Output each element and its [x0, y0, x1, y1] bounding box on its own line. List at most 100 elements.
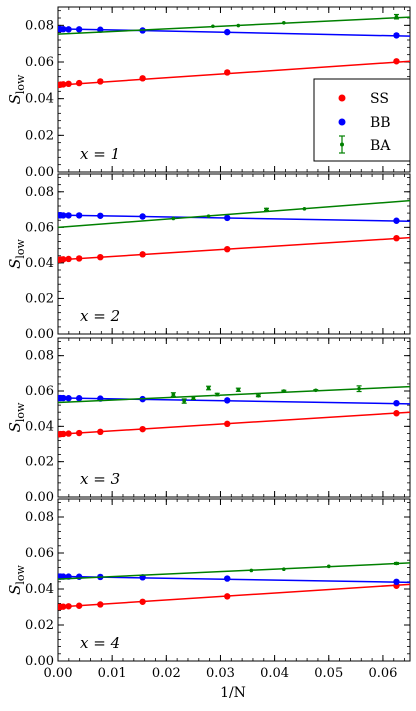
data-point-ss: [393, 58, 400, 65]
panel-frame: [57, 337, 411, 498]
data-point-ss: [139, 251, 146, 258]
panel-1: 0.00 0.02 0.04 0.06 0.08 Slow x = 1: [6, 6, 411, 180]
data-point-ss: [139, 598, 146, 605]
data-point-ss: [97, 78, 104, 85]
data-point-ba: [264, 207, 269, 212]
y-tick-label: 0.04: [25, 92, 54, 107]
y-axis-label-sub: low: [14, 402, 27, 422]
x-tick-label: 0.02: [152, 666, 181, 681]
data-point-bb: [393, 32, 400, 39]
fit-line-ba: [58, 385, 410, 404]
data-point-ss: [139, 75, 146, 82]
data-point-ba: [211, 24, 215, 29]
data-point-bb: [393, 399, 400, 407]
data-point-ss: [75, 79, 83, 87]
fit-line-ss: [58, 583, 410, 608]
y-tick-label: 0.08: [25, 510, 54, 525]
panel-label: x = 2: [80, 307, 120, 325]
data-point-bb: [224, 214, 231, 222]
data-point-ss: [97, 601, 104, 608]
fit-line-ss: [58, 60, 410, 86]
data-point-bb: [224, 575, 231, 582]
data-point-bb: [75, 573, 83, 580]
legend-marker-ba: [340, 142, 344, 147]
data-point-ss: [75, 255, 83, 262]
y-tick-label: 0.06: [25, 546, 54, 561]
data-point-ba: [302, 207, 307, 211]
legend-box: [313, 78, 411, 162]
y-tick-label: 0.02: [25, 128, 54, 143]
panel-frame: [57, 173, 411, 335]
y-axis-label-main: S: [6, 259, 24, 269]
x-tick-label: 0.06: [368, 666, 397, 681]
y-axis-label: Slow: [6, 239, 27, 269]
y-axis-label-main: S: [6, 94, 24, 104]
fit-line-bb: [58, 28, 410, 37]
y-tick-label: 0.02: [25, 291, 54, 306]
data-point-bb: [75, 212, 83, 219]
data-point-ba: [171, 392, 176, 397]
data-point-ba: [236, 387, 241, 392]
y-tick-label: 0.08: [25, 185, 54, 200]
data-point-bb: [60, 25, 67, 33]
y-axis-label: Slow: [6, 565, 27, 595]
x-tick-label: 0.04: [260, 666, 289, 681]
y-tick-label: 0.06: [25, 384, 54, 399]
legend-label-ss: SS: [370, 91, 389, 107]
data-point-bb: [224, 397, 231, 404]
x-axis-label: 1/N: [220, 685, 246, 701]
fit-line-bb: [58, 575, 410, 584]
data-point-bb: [65, 26, 72, 33]
panel-data: [58, 13, 410, 89]
y-tick-label: 0.04: [25, 419, 54, 434]
y-tick-label: 0.00: [25, 654, 54, 669]
y-tick-label: 0.02: [25, 455, 54, 470]
data-point-ss: [65, 255, 72, 263]
y-tick-label: 0.06: [25, 55, 54, 70]
fit-line-ba: [58, 562, 410, 580]
data-point-ss: [224, 593, 231, 600]
x-tick-label: 0.05: [314, 666, 343, 681]
data-point-ss: [65, 603, 72, 610]
x-tick-label: 0.00: [44, 666, 73, 681]
data-point-ss: [65, 430, 72, 437]
legend-marker-bb: [338, 118, 346, 126]
legend: SS BB BA: [313, 78, 411, 162]
y-axis-label-sub: low: [14, 74, 27, 94]
data-point-ss: [65, 80, 72, 88]
y-axis-label-sub: low: [14, 565, 27, 585]
data-point-bb: [65, 395, 72, 402]
data-point-ba: [236, 23, 241, 28]
data-point-ba: [357, 386, 361, 391]
legend-marker-ss: [338, 94, 346, 102]
data-point-bb: [139, 213, 146, 220]
fit-line-ba: [58, 199, 410, 229]
panel-label: x = 4: [80, 634, 120, 652]
data-point-ba: [171, 216, 176, 221]
data-point-bb: [60, 212, 67, 219]
y-tick-label: 0.08: [25, 18, 54, 33]
panel-3: 0.00 0.02 0.04 0.06 0.08 Slow x = 3: [6, 337, 411, 505]
data-point-ba: [394, 14, 399, 19]
fit-line-ss: [58, 411, 410, 436]
data-point-ba: [206, 386, 211, 390]
y-tick-label: 0.02: [25, 618, 54, 633]
x-tick-label: 0.03: [206, 666, 235, 681]
data-point-ss: [224, 246, 231, 253]
data-point-ss: [75, 602, 83, 609]
y-tick-label: 0.08: [25, 349, 54, 364]
panel-frame: [57, 498, 411, 662]
panel-4: 0.00 0.02 0.04 0.06 0.08 0.00 0.01 0.02 0.03 0.04…: [6, 498, 411, 681]
y-tick-label: 0.00: [25, 490, 54, 505]
data-point-bb: [393, 578, 400, 585]
data-point-ba: [282, 20, 286, 25]
legend-label-bb: BB: [370, 115, 391, 131]
data-point-ba: [206, 214, 211, 218]
fit-line-ba: [58, 16, 410, 35]
y-tick-label: 0.04: [25, 256, 54, 271]
data-point-ss: [60, 256, 67, 263]
panel-data: [58, 199, 410, 263]
y-tick-label: 0.00: [25, 165, 54, 180]
fit-line-bb: [58, 397, 410, 405]
